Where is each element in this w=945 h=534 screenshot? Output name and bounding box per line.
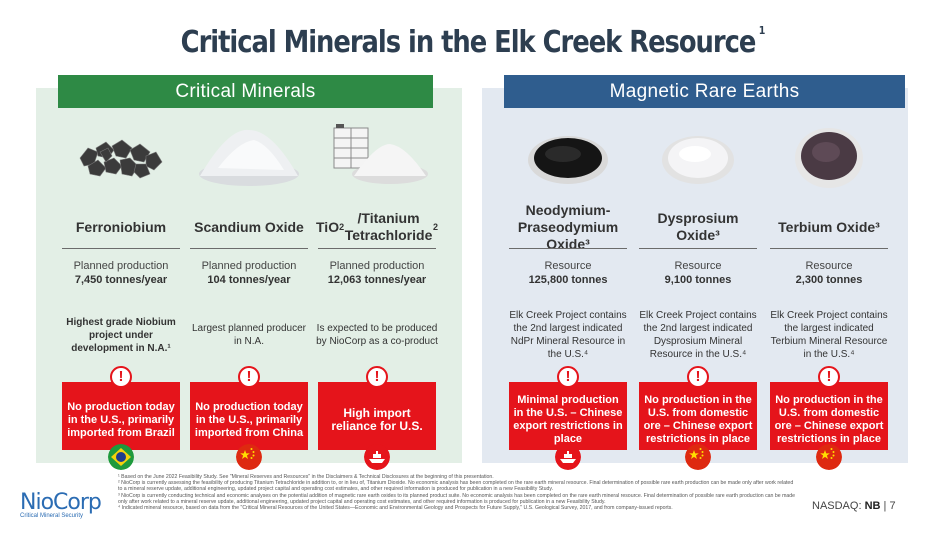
supply-alert: No production today in the U.S., primari… (190, 382, 308, 450)
mineral-description: Highest grade Niobium project under deve… (66, 316, 176, 354)
china-flag-icon (816, 444, 842, 470)
mineral-description: Largest planned producer in N.A. (192, 323, 306, 347)
column-terbium-oxide: Terbium Oxide³ Resource 2,300 tonnes Elk… (768, 108, 890, 470)
mineral-description: Elk Creek Project contains the 2nd large… (639, 310, 757, 360)
supply-alert: No production today in the U.S., primari… (62, 382, 180, 450)
mineral-name: Terbium Oxide³ (778, 218, 880, 235)
resource-value: 9,100 tonnes (664, 274, 732, 286)
production-label: Planned production (329, 260, 425, 272)
divider (62, 248, 180, 249)
ship-icon (555, 444, 581, 470)
column-scandium-oxide: Scandium Oxide Planned production 104 to… (188, 108, 310, 470)
nasdaq-label: NASDAQ: (812, 500, 862, 512)
brazil-flag-icon (108, 444, 134, 470)
warning-icon: ! (818, 366, 840, 388)
column-ferroniobium: Ferroniobium Planned production 7,450 to… (60, 108, 182, 470)
resource-label: Resource (805, 260, 853, 272)
titanium-image (333, 124, 428, 184)
supply-alert: High import reliance for U.S. (318, 382, 436, 450)
footnote: ¹ Based on the June 2022 Feasibility Stu… (118, 474, 494, 480)
separator: | (883, 500, 887, 512)
mineral-name: Dysprosium Oxide³ (657, 210, 739, 243)
mineral-name: Ferroniobium (75, 218, 167, 235)
column-ndpr-oxide: Neodymium-Praseodymium Oxide³ Resource 1… (507, 108, 629, 470)
supply-alert: Minimal production in the U.S. – Chinese… (509, 382, 627, 450)
mineral-description: Is expected to be produced by NioCorp as… (316, 323, 438, 347)
niocorp-logo: NioCorp Critical Mineral Security (20, 490, 102, 519)
resource-label: Resource (674, 260, 722, 272)
resource-value: 2,300 tonnes (795, 274, 863, 286)
warning-icon: ! (687, 366, 709, 388)
mineral-name: Scandium Oxide (194, 218, 304, 235)
footnote: ⁴ Indicated mineral resource, based on d… (118, 505, 673, 512)
divider (639, 248, 757, 249)
page-title: Critical Minerals in the Elk Creek Resou… (180, 24, 766, 60)
divider (318, 248, 436, 249)
critical-minerals-banner: Critical Minerals (58, 75, 433, 108)
resource-value: 125,800 tonnes (528, 274, 608, 286)
logo-name: NioCorp (20, 490, 102, 515)
divider (190, 248, 308, 249)
column-dysprosium-oxide: Dysprosium Oxide³ Resource 9,100 tonnes … (637, 108, 759, 470)
footnotes: ¹ Based on the June 2022 Feasibility Stu… (118, 474, 798, 511)
china-flag-icon (236, 444, 262, 470)
production-label: Planned production (201, 260, 297, 272)
logo-tagline: Critical Mineral Security (20, 513, 84, 519)
ship-icon (364, 444, 390, 470)
warning-icon: ! (110, 366, 132, 388)
page-number: 7 (889, 500, 896, 512)
mineral-description: Elk Creek Project contains the largest i… (770, 310, 888, 360)
ndpr-oxide-image (528, 136, 608, 184)
warning-icon: ! (557, 366, 579, 388)
resource-label: Resource (544, 260, 592, 272)
magnetic-rare-earths-banner: Magnetic Rare Earths (504, 75, 905, 108)
supply-alert: No production in the U.S. from domestic … (639, 382, 757, 450)
mineral-name: TiO 2/Titanium Tetrachloride 2 (316, 210, 438, 243)
warning-icon: ! (238, 366, 260, 388)
divider (770, 248, 888, 249)
column-titanium: TiO 2/Titanium Tetrachloride 2 Planned pro… (316, 108, 438, 470)
ticker-symbol: NB (864, 500, 881, 512)
ferroniobium-image (79, 139, 163, 179)
mineral-description: Elk Creek Project contains the 2nd large… (509, 310, 627, 360)
production-label: Planned production (73, 260, 169, 272)
footnote: ² NioCorp is currently assessing the fea… (118, 480, 794, 493)
supply-alert: No production in the U.S. from domestic … (770, 382, 888, 450)
scandium-oxide-image (199, 129, 299, 186)
china-flag-icon (685, 444, 711, 470)
footnote: ³ NioCorp is currently conducting techni… (118, 492, 796, 505)
divider (509, 248, 627, 249)
dysprosium-oxide-image (662, 136, 734, 184)
mineral-name: Neodymium-Praseodymium Oxide³ (517, 201, 619, 252)
terbium-oxide-image (795, 128, 863, 188)
ticker-and-page: NASDAQ: NB | 7 (812, 500, 896, 512)
production-value: 104 tonnes/year (207, 274, 291, 286)
production-value: 12,063 tonnes/year (327, 274, 427, 286)
warning-icon: ! (366, 366, 388, 388)
production-value: 7,450 tonnes/year (74, 274, 168, 286)
